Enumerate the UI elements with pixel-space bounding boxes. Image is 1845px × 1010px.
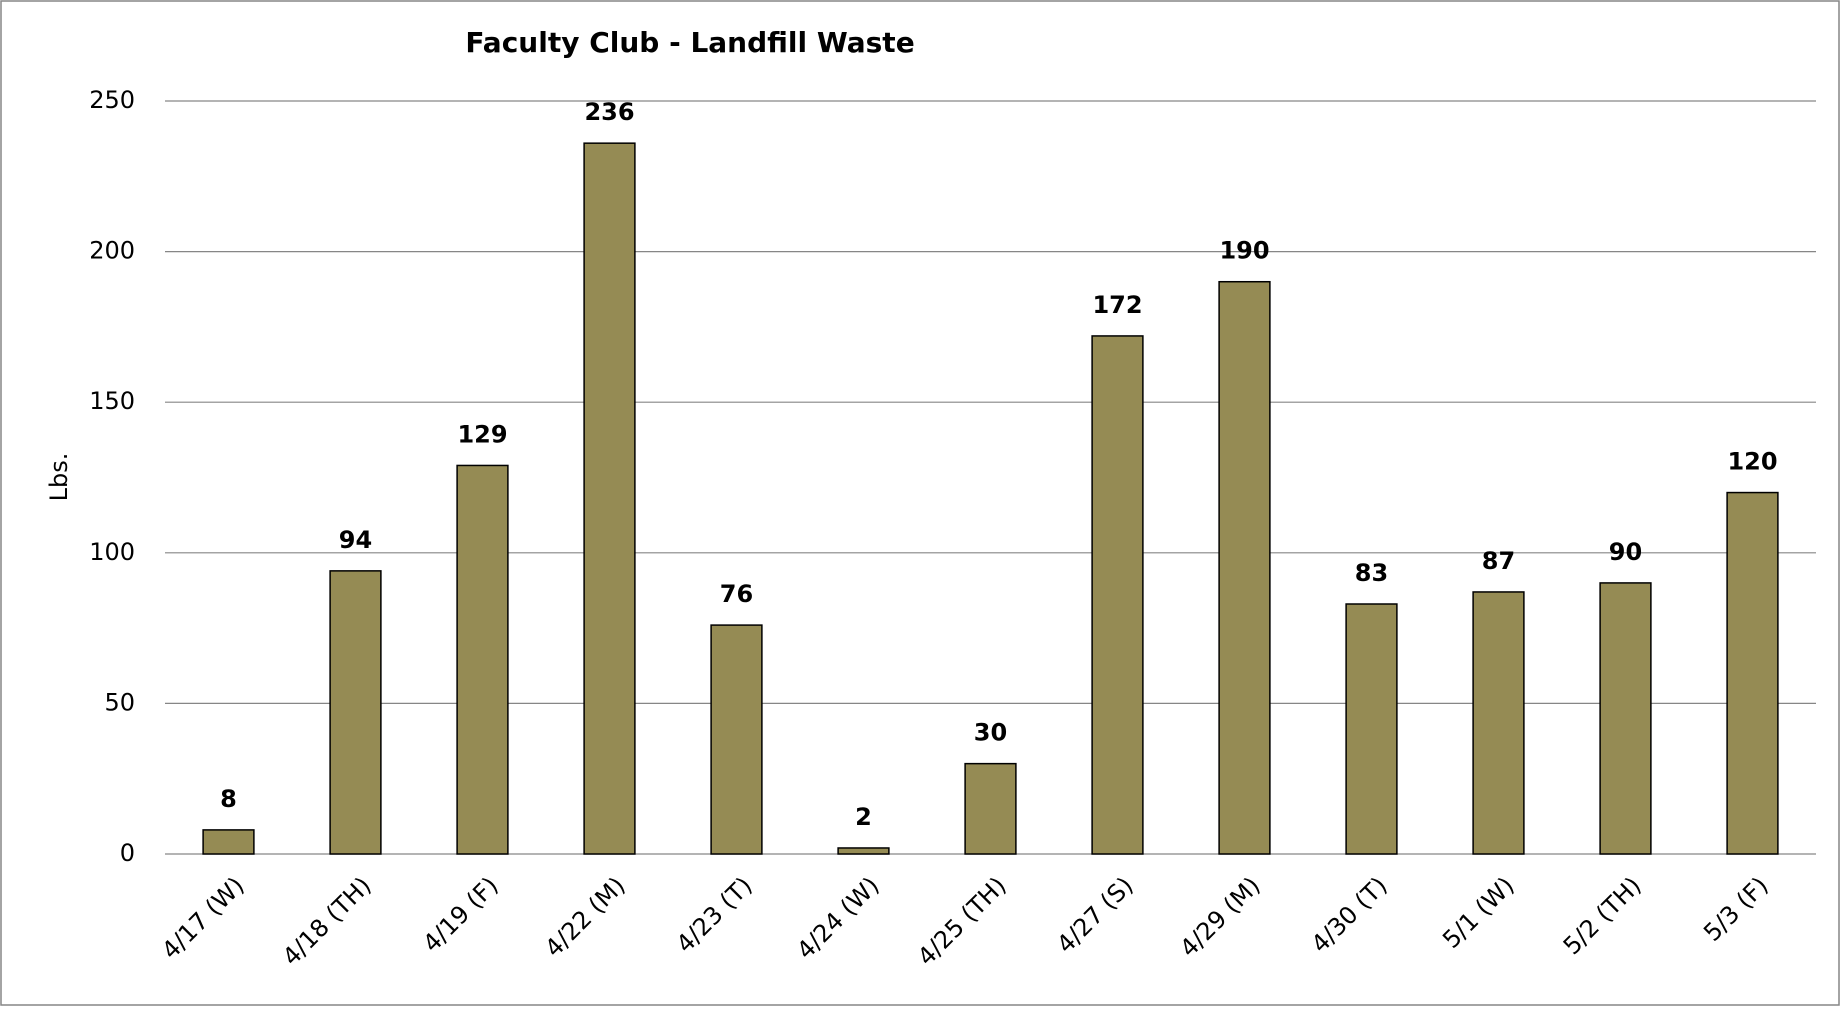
bar — [1472, 591, 1525, 855]
data-label: 87 — [1482, 547, 1515, 575]
chart-title: Faculty Club - Landfill Waste — [465, 26, 914, 59]
y-tick-label: 50 — [104, 688, 135, 716]
bar — [837, 847, 890, 855]
data-label: 129 — [457, 420, 507, 448]
data-label: 2 — [855, 803, 872, 831]
data-label: 8 — [220, 785, 237, 813]
y-tick-label: 0 — [120, 839, 135, 867]
data-label: 76 — [720, 580, 753, 608]
bar — [329, 570, 382, 855]
data-label: 94 — [339, 526, 372, 554]
bar — [1091, 335, 1144, 855]
bar — [1599, 582, 1652, 855]
bar — [710, 624, 763, 855]
bar — [1218, 280, 1271, 855]
bar — [202, 829, 255, 855]
bar — [1345, 603, 1398, 855]
data-label: 172 — [1092, 291, 1142, 319]
bar — [1726, 491, 1779, 855]
data-label: 236 — [584, 98, 634, 126]
bar — [964, 762, 1017, 855]
y-tick-label: 100 — [89, 538, 135, 566]
y-axis-label: Lbs. — [45, 453, 73, 502]
bar — [583, 142, 636, 855]
y-tick-label: 250 — [89, 86, 135, 114]
data-label: 30 — [974, 719, 1007, 747]
data-label: 83 — [1355, 559, 1388, 587]
y-tick-label: 150 — [89, 387, 135, 415]
data-label: 190 — [1219, 237, 1269, 265]
y-tick-label: 200 — [89, 237, 135, 265]
bar — [456, 464, 509, 855]
data-label: 90 — [1609, 538, 1642, 566]
data-label: 120 — [1727, 448, 1777, 476]
